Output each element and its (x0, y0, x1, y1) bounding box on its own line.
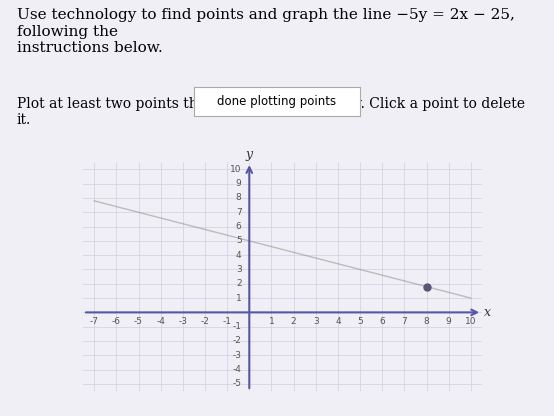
Text: done plotting points: done plotting points (217, 95, 337, 109)
Text: -1: -1 (223, 317, 232, 327)
Text: Use technology to find points and graph the line −5y = 2x − 25, following the
in: Use technology to find points and graph … (17, 8, 515, 55)
Text: -6: -6 (112, 317, 121, 327)
Text: -7: -7 (90, 317, 99, 327)
Text: 6: 6 (379, 317, 385, 327)
Text: 4: 4 (236, 251, 242, 260)
Text: -2: -2 (201, 317, 209, 327)
Text: -3: -3 (233, 351, 242, 360)
Text: 3: 3 (236, 265, 242, 274)
Text: -1: -1 (233, 322, 242, 331)
Text: 9: 9 (236, 179, 242, 188)
Text: 1: 1 (236, 294, 242, 302)
Text: 2: 2 (291, 317, 296, 327)
Text: 10: 10 (230, 165, 242, 174)
Text: 8: 8 (236, 193, 242, 203)
Text: 5: 5 (236, 236, 242, 245)
Text: 1: 1 (269, 317, 274, 327)
Text: -4: -4 (233, 365, 242, 374)
Text: y: y (246, 148, 253, 161)
Text: 10: 10 (465, 317, 476, 327)
Text: -2: -2 (233, 337, 242, 346)
Text: 6: 6 (236, 222, 242, 231)
Text: 8: 8 (424, 317, 429, 327)
Text: Plot at least two points that fit on the axes below. Click a point to delete
it.: Plot at least two points that fit on the… (17, 97, 525, 127)
Text: -4: -4 (156, 317, 165, 327)
Text: 3: 3 (313, 317, 319, 327)
Text: -5: -5 (233, 379, 242, 389)
Text: 5: 5 (357, 317, 363, 327)
Text: 7: 7 (402, 317, 407, 327)
Text: x: x (484, 306, 491, 319)
Text: 9: 9 (446, 317, 452, 327)
Text: 4: 4 (335, 317, 341, 327)
Text: -5: -5 (134, 317, 143, 327)
Text: 2: 2 (236, 279, 242, 288)
Text: 7: 7 (236, 208, 242, 217)
Text: -3: -3 (178, 317, 187, 327)
